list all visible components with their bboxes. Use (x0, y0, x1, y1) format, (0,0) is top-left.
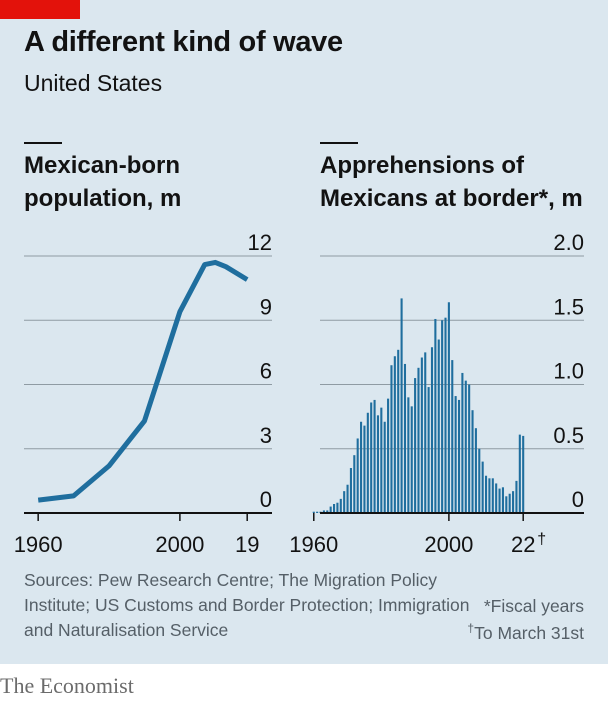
population-ytick-label: 9 (260, 294, 272, 319)
apprehensions-bar (447, 302, 450, 513)
right-chart-rule (320, 142, 358, 144)
apprehensions-ytick-label: 2.0 (553, 230, 584, 255)
apprehensions-bar (339, 498, 342, 513)
population-ytick-label: 3 (260, 423, 272, 448)
population-ytick-label: 0 (260, 487, 272, 512)
apprehensions-xtick-label: 2000 (424, 532, 473, 557)
apprehensions-bar (512, 491, 515, 513)
apprehensions-bar (366, 412, 369, 513)
apprehensions-bar (441, 320, 444, 513)
source-note: Sources: Pew Research Centre; The Migrat… (24, 570, 470, 640)
population-xtick-label: 2000 (155, 532, 204, 557)
apprehensions-bar (322, 510, 325, 513)
apprehensions-bar (373, 399, 376, 513)
apprehensions-bar (437, 339, 440, 513)
apprehensions-bar (417, 367, 420, 513)
apprehensions-bar (505, 496, 508, 513)
apprehensions-bar (336, 502, 339, 513)
apprehensions-xtick-dagger: † (537, 531, 546, 548)
apprehensions-bar (434, 318, 437, 513)
right-chart-title: Apprehensions of Mexicans at border*, m (320, 152, 583, 212)
apprehensions-ytick-label: 0 (572, 487, 584, 512)
apprehensions-bar (383, 421, 386, 513)
population-line (37, 259, 249, 503)
apprehensions-ytick-label: 1.0 (553, 359, 584, 384)
apprehensions-bar (410, 406, 413, 513)
apprehensions-bar (346, 484, 349, 513)
apprehensions-bar (312, 511, 315, 513)
apprehensions-bar (522, 435, 525, 513)
apprehensions-ytick-label: 1.5 (553, 294, 584, 319)
page-subtitle: United States (24, 70, 163, 96)
apprehensions-bar (393, 356, 396, 513)
apprehensions-bar (485, 475, 488, 513)
apprehensions-bar (444, 317, 447, 513)
population-ytick-label: 6 (260, 359, 272, 384)
apprehensions-xtick-label: 22 (511, 532, 535, 557)
apprehensions-bar (414, 378, 417, 513)
apprehensions-bar (488, 478, 491, 513)
apprehensions-bar (316, 511, 319, 513)
left-chart-rule (24, 142, 62, 144)
population-xtick-label: 1960 (14, 532, 63, 557)
apprehensions-bar (498, 488, 501, 513)
chart-panel: A different kind of wave United States M… (0, 0, 608, 664)
apprehensions-bar-chart: 0 0.5 1.0 1.5 2.0 1960 2000 22 † (289, 230, 584, 557)
apprehensions-bar (356, 438, 359, 513)
apprehensions-bar (349, 468, 352, 513)
apprehensions-bar (481, 461, 484, 513)
population-line-chart: 0 3 6 9 12 1960 2000 19 (14, 230, 272, 557)
page-title: A different kind of wave (24, 26, 343, 58)
apprehensions-bar (508, 493, 511, 513)
apprehensions-bar (397, 349, 400, 513)
dagger-mark: † (467, 621, 475, 635)
population-ytick-label: 12 (248, 230, 272, 255)
apprehensions-bar (326, 510, 329, 513)
apprehensions-bar (501, 487, 504, 513)
apprehensions-bar (376, 415, 379, 513)
apprehensions-bar (403, 363, 407, 513)
fiscal-years-note: *Fiscal years (483, 596, 584, 616)
left-chart-title: Mexican-born population, m (24, 152, 182, 212)
apprehensions-bar (468, 384, 471, 513)
march-note: †To March 31st (467, 621, 584, 644)
apprehensions-bar (400, 298, 403, 513)
red-tag (0, 0, 80, 19)
apprehensions-bar (353, 455, 356, 513)
apprehensions-bar (427, 387, 430, 513)
apprehensions-bar (360, 421, 363, 513)
apprehensions-bar (430, 347, 434, 513)
apprehensions-bar (363, 425, 366, 513)
apprehensions-bar (407, 397, 410, 513)
apprehensions-bar (518, 434, 521, 513)
apprehensions-bar (454, 396, 457, 513)
apprehensions-bar (387, 398, 390, 513)
apprehensions-bar (420, 357, 423, 513)
apprehensions-ytick-label: 0.5 (553, 423, 584, 448)
apprehensions-bar (478, 448, 481, 513)
apprehensions-bar (471, 410, 474, 513)
apprehensions-bar (343, 491, 346, 513)
apprehensions-bar (474, 428, 477, 513)
apprehensions-bar (461, 372, 464, 513)
population-xtick-label: 19 (235, 532, 259, 557)
apprehensions-bar (370, 402, 373, 513)
apprehensions-bar (380, 407, 383, 513)
apprehensions-bar (424, 352, 427, 514)
apprehensions-bar (390, 365, 393, 513)
apprehensions-bar (451, 360, 454, 513)
march-note-text: To March 31st (474, 622, 584, 643)
apprehensions-bar (333, 504, 336, 513)
apprehensions-bar (515, 480, 518, 514)
apprehensions-bar (495, 483, 498, 513)
apprehensions-bar (464, 380, 467, 513)
apprehensions-xtick-label: 1960 (289, 532, 338, 557)
apprehensions-bar (457, 399, 461, 513)
economist-logo: The Economist (0, 673, 134, 698)
apprehensions-bar (491, 478, 494, 513)
apprehensions-bar (329, 506, 332, 513)
